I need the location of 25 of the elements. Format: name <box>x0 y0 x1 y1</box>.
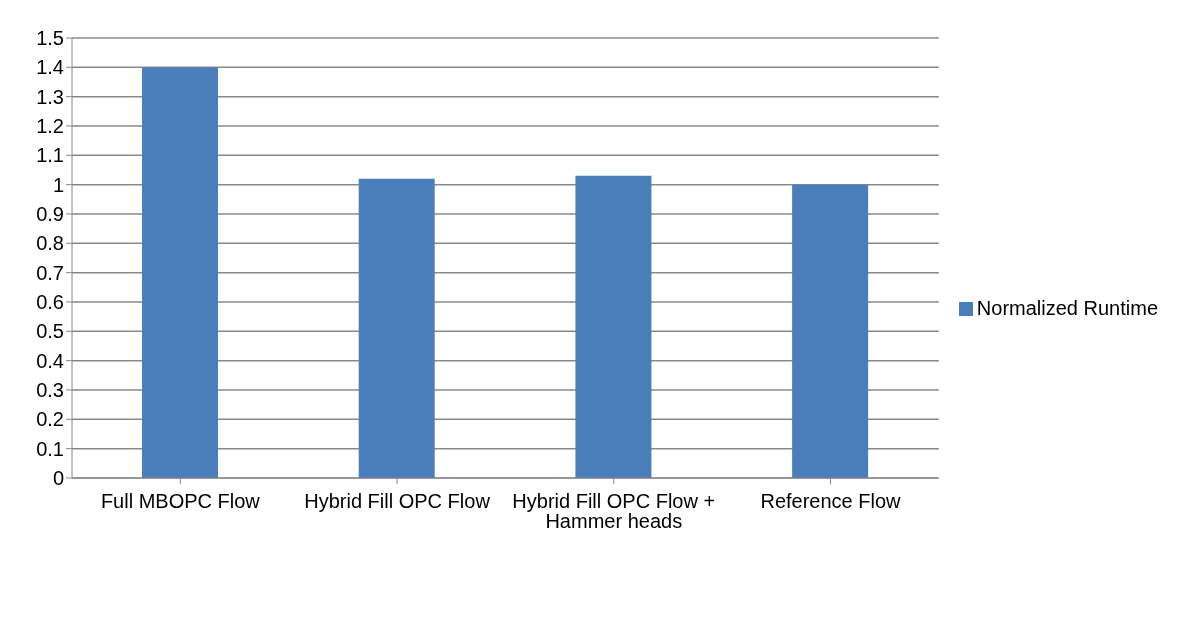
bar <box>358 178 435 478</box>
y-tick-label: 0.6 <box>36 291 64 314</box>
legend-label: Normalized Runtime <box>976 296 1158 319</box>
y-tick-label: 1.3 <box>36 85 64 108</box>
bar <box>792 184 869 478</box>
y-tick-label: 1.5 <box>36 27 64 50</box>
y-tick-label: 0.5 <box>36 320 64 343</box>
bar <box>575 175 652 478</box>
x-tick-label: Hybrid Fill OPC Flow + Hammer heads <box>512 490 716 533</box>
y-tick-label: 0.1 <box>36 437 64 460</box>
y-tick-label: 0 <box>52 467 64 490</box>
y-tick-label: 0.4 <box>36 349 64 372</box>
y-tick-label: 0.7 <box>36 261 64 284</box>
y-tick-label: 0.9 <box>36 203 64 226</box>
y-tick-label: 0.2 <box>36 408 64 431</box>
y-tick-label: 1.4 <box>36 56 64 79</box>
bar <box>142 67 218 478</box>
y-tick-label: 1.2 <box>36 115 64 138</box>
y-tick-label: 0.3 <box>36 379 64 402</box>
y-tick-label: 0.8 <box>36 232 64 255</box>
y-tick-label: 1.1 <box>36 144 64 167</box>
x-tick-label: Reference Flow <box>760 490 902 513</box>
x-tick-label: Full MBOPC Flow <box>100 490 261 513</box>
x-tick-label: Hybrid Fill OPC Flow <box>304 490 491 513</box>
y-tick-label: 1 <box>52 173 64 196</box>
